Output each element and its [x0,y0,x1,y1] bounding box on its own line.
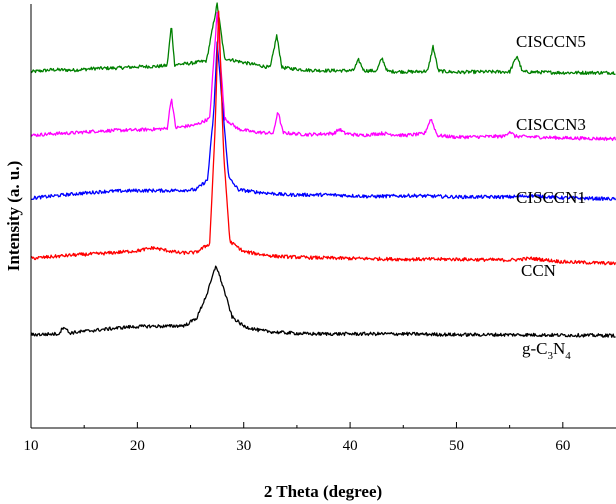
x-tick-label-40: 40 [343,438,358,454]
label-ciscn5: CISCCN5 [516,32,586,51]
x-axis-label: 2 Theta (degree) [264,482,382,501]
x-tick-layer: 10 20 30 40 50 60 [24,422,570,454]
x-tick-label-30: 30 [236,438,251,454]
x-tick-label-60: 60 [555,438,570,454]
y-axis-label: Intensity (a. u.) [4,161,23,272]
label-gc3n4: g-C3N4 [522,339,571,362]
label-ccn: CCN [521,261,556,280]
series-line-ccn [30,10,616,266]
x-tick-label-50: 50 [449,438,464,454]
x-tick-label-20: 20 [130,438,145,454]
label-ciscn1: CISCCN1 [516,188,586,207]
series-line-cisccn1 [30,41,616,202]
x-tick-label-10: 10 [24,438,39,454]
series-line-cisccn3 [30,11,616,142]
series-line-g-c3n4 [30,265,616,338]
series-line-cisccn5 [30,2,616,76]
series-layer [30,2,616,338]
label-ciscn3: CISCCN3 [516,115,586,134]
